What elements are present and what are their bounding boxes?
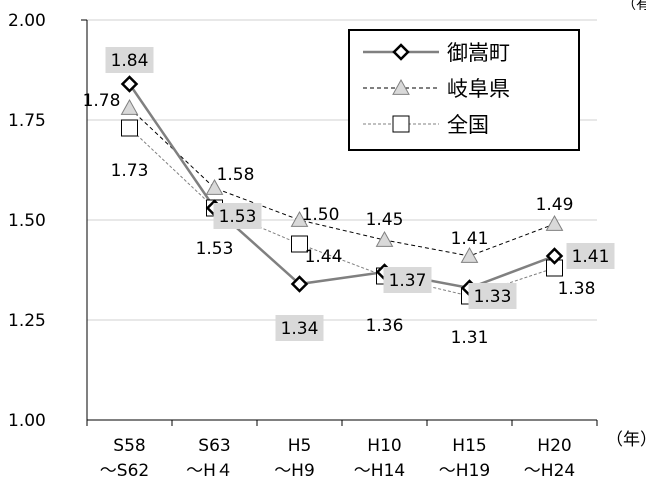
unit-corner: （有配	[622, 0, 646, 13]
data-label: 1.49	[536, 195, 574, 215]
y-tick-label: 1.75	[8, 111, 46, 131]
data-label: 1.73	[111, 161, 149, 181]
data-label: 1.37	[389, 271, 427, 291]
data-point-岐阜県	[545, 214, 564, 231]
data-label: 1.41	[451, 229, 489, 249]
data-label-box	[468, 283, 517, 309]
data-point-岐阜県	[120, 98, 139, 115]
x-tick-label: S58	[113, 436, 145, 456]
data-point-全国	[121, 119, 138, 137]
legend-marker-岐阜県	[392, 78, 410, 95]
series-line-0	[128, 83, 555, 290]
x-tick-label: ～H４	[186, 461, 233, 481]
data-label-box	[383, 267, 432, 293]
data-label: 1.53	[219, 207, 257, 227]
data-label-box	[566, 243, 615, 269]
data-point-岐阜県	[290, 210, 309, 227]
series-line-2	[129, 127, 555, 297]
legend-label: 岐阜県	[447, 77, 510, 101]
legend-box	[348, 29, 580, 151]
data-point-御嵩町	[545, 247, 564, 265]
data-label-box	[105, 47, 154, 73]
x-tick-label: ～H14	[354, 461, 405, 481]
data-label-box	[213, 203, 262, 229]
data-label: 1.34	[281, 319, 319, 339]
legend-marker-全国	[392, 115, 410, 133]
data-label: 1.33	[474, 287, 512, 307]
x-tick-label: ～H9	[274, 461, 315, 481]
legend-marker-御嵩町	[392, 43, 410, 61]
data-label: 1.78	[83, 91, 121, 111]
data-point-岐阜県	[205, 178, 224, 195]
legend-label: 御嵩町	[447, 41, 510, 65]
y-tick-label: 1.25	[8, 311, 46, 331]
data-point-御嵩町	[120, 75, 139, 93]
x-tick-label: S63	[198, 436, 230, 456]
data-label: 1.84	[111, 51, 149, 71]
x-unit: （年）	[606, 430, 646, 450]
data-point-岐阜県	[460, 246, 479, 263]
legend-label: 全国	[447, 113, 489, 137]
data-label: 1.41	[572, 247, 610, 267]
data-label: 1.45	[366, 210, 404, 230]
data-label-box	[275, 315, 324, 341]
y-tick-label: 2.00	[8, 11, 46, 31]
data-label: 1.44	[305, 247, 343, 267]
data-point-御嵩町	[290, 275, 309, 293]
x-tick-label: ～H19	[439, 461, 490, 481]
data-label: 1.36	[366, 316, 404, 336]
data-label: 1.31	[451, 328, 489, 348]
x-tick-label: H5	[288, 436, 312, 456]
x-tick-label: ～H24	[524, 461, 575, 481]
data-point-岐阜県	[375, 230, 394, 247]
x-tick-label: H15	[452, 436, 486, 456]
data-label: 1.53	[196, 239, 234, 259]
x-tick-label: H20	[537, 436, 571, 456]
y-tick-label: 1.50	[8, 211, 46, 231]
data-label: 1.38	[558, 279, 596, 299]
y-tick-label: 1.00	[8, 411, 46, 431]
data-point-全国	[291, 235, 308, 253]
data-label: 1.58	[217, 165, 255, 185]
x-tick-label: H10	[367, 436, 401, 456]
data-label: 1.50	[302, 205, 340, 225]
x-tick-label: ～S62	[100, 461, 149, 481]
